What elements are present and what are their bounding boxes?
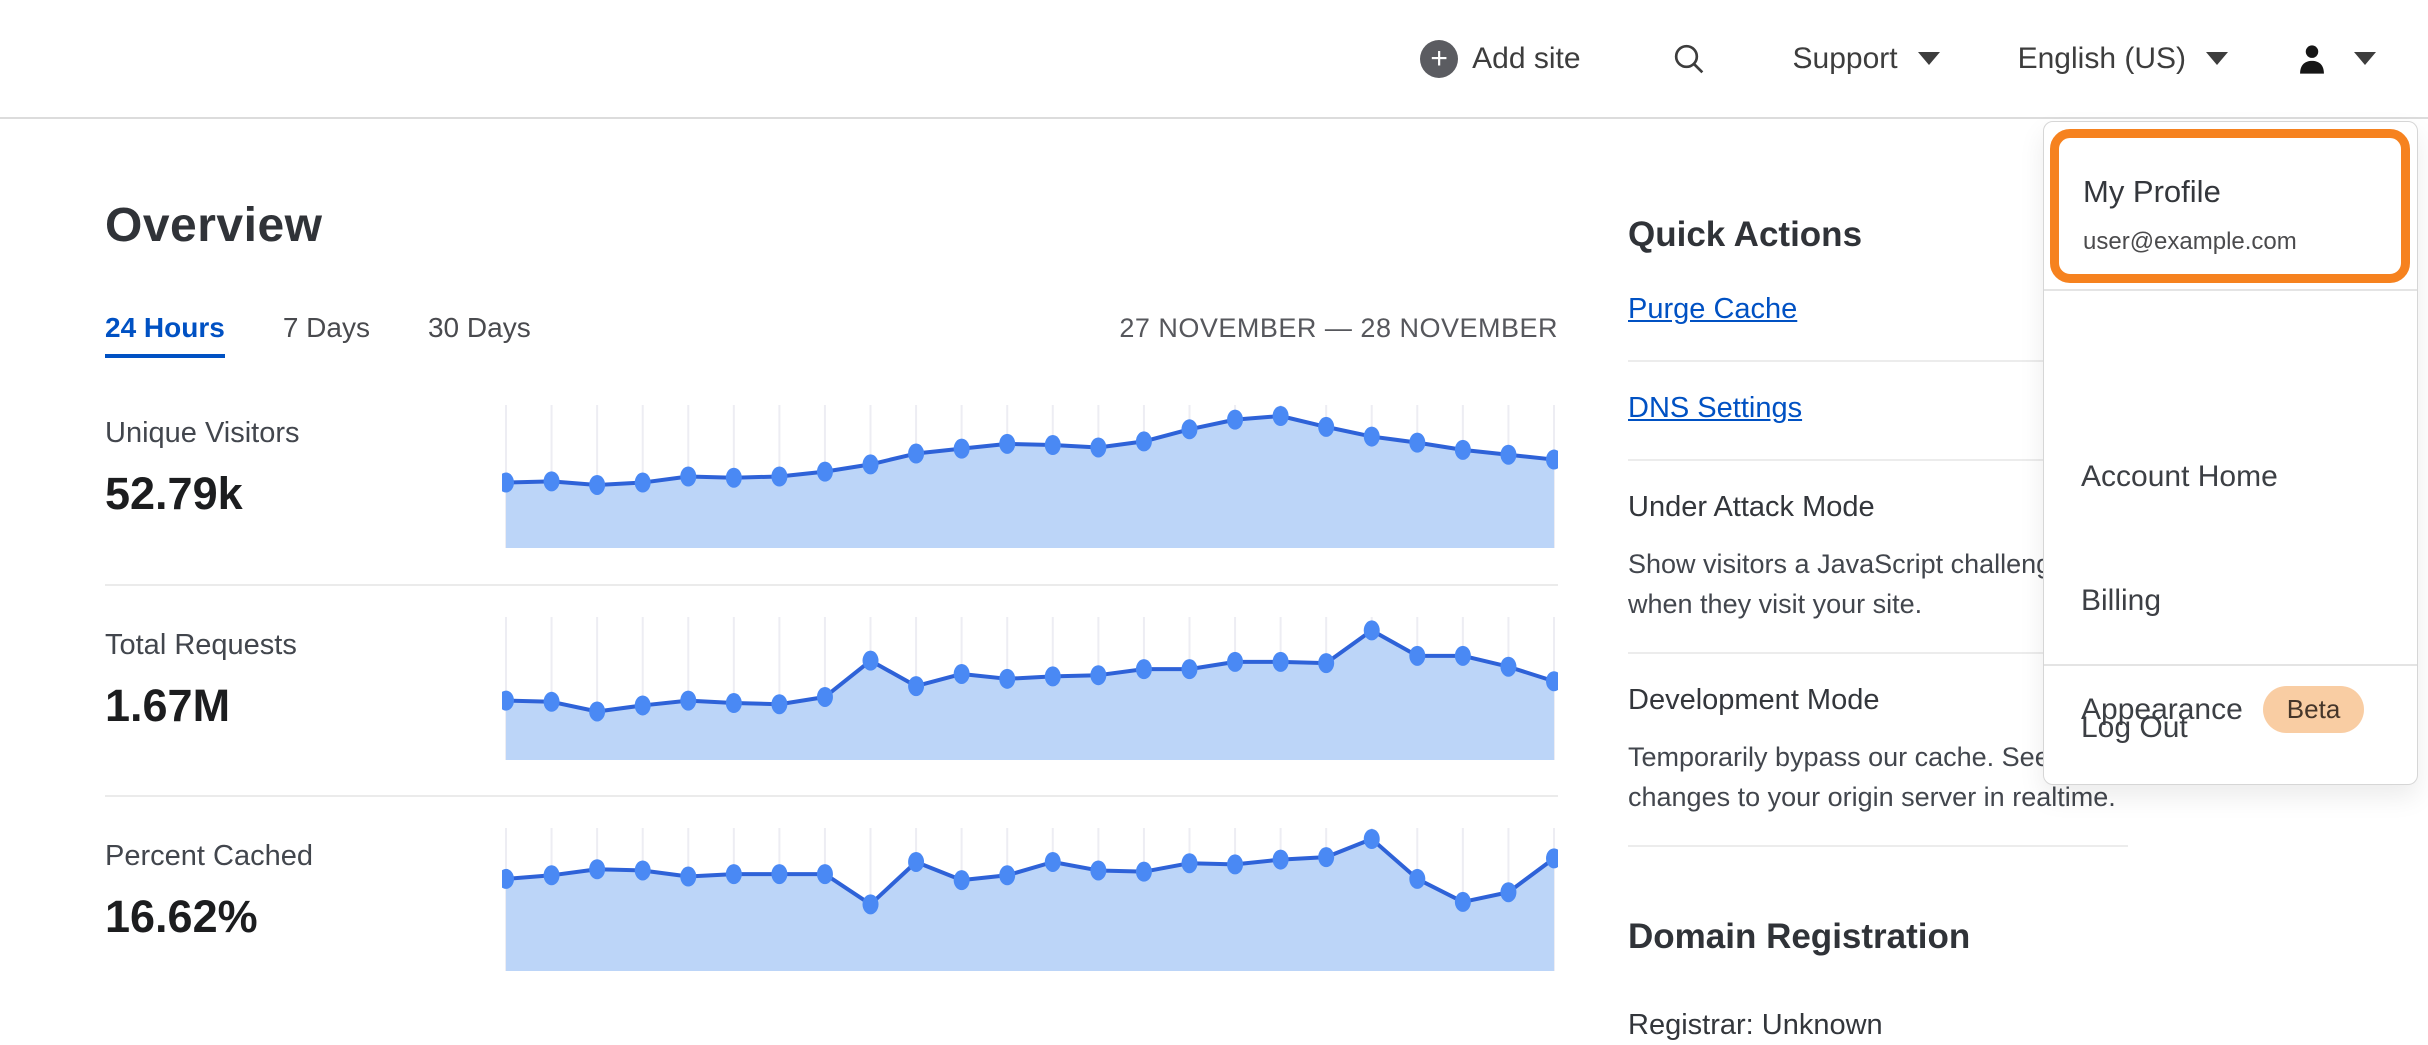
quick-action-purge-cache: Purge Cache — [1628, 255, 2128, 362]
user-avatar-icon — [2290, 37, 2334, 81]
development-mode-description: Temporarily bypass our cache. See change… — [1628, 737, 2128, 817]
plus-circle-icon: + — [1420, 39, 1459, 78]
highlight-annotation: My Profile user@example.com — [2050, 129, 2410, 283]
description-line: when they visit your site. — [1628, 589, 1923, 619]
tab-30-days[interactable]: 30 Days — [427, 312, 531, 343]
under-attack-mode-description: Show visitors a JavaScript challenge whe… — [1628, 544, 2128, 624]
search-button[interactable] — [1669, 39, 1709, 79]
time-range-tabs: 24 Hours 7 Days 30 Days 27 NOVEMBER — 28… — [105, 312, 1558, 358]
metric-row-total-requests: Total Requests 1.67M — [105, 617, 1562, 829]
under-attack-mode-item: Under Attack Mode Show visitors a JavaSc… — [1628, 461, 2128, 654]
menu-item-appearance[interactable]: Appearance Beta — [2081, 686, 2365, 733]
metrics-section: Unique Visitors 52.79k Total Requests 1.… — [105, 405, 1562, 1045]
metric-row-percent-cached: Percent Cached 16.62% — [105, 828, 1562, 1040]
metric-info: Percent Cached 16.62% — [105, 840, 502, 943]
appearance-label: Appearance — [2081, 692, 2243, 726]
unique-visitors-chart — [498, 405, 1562, 548]
tab-24-hours[interactable]: 24 Hours — [105, 312, 225, 358]
development-mode-item: Development Mode Temporarily bypass our … — [1628, 654, 2128, 847]
user-dropdown-menu: My Profile user@example.com Account Home… — [2043, 121, 2418, 785]
quick-actions-section: Quick Actions Purge Cache DNS Settings U… — [1628, 215, 2128, 1042]
registrar-label: Registrar: Unknown — [1628, 1009, 1883, 1041]
support-menu-button[interactable]: Support — [1793, 42, 1940, 76]
chevron-down-icon — [2206, 52, 2228, 65]
nav-items: + Add site Support English (US) — [1420, 0, 2376, 117]
development-mode-title: Development Mode — [1628, 684, 1880, 716]
add-site-label: Add site — [1472, 41, 1581, 75]
tab-7-days[interactable]: 7 Days — [282, 312, 370, 343]
support-label: Support — [1792, 41, 1898, 75]
my-profile-label: My Profile — [2083, 174, 2221, 209]
add-site-button[interactable]: + Add site — [1420, 39, 1581, 78]
quick-action-dns-settings: DNS Settings — [1628, 362, 2128, 461]
metric-row-unique-visitors: Unique Visitors 52.79k — [105, 405, 1562, 617]
top-nav: + Add site Support English (US) — [0, 0, 2428, 119]
metric-value: 1.67M — [105, 680, 231, 731]
divider — [2044, 664, 2417, 666]
metric-value: 52.79k — [105, 468, 243, 519]
language-label: English (US) — [2017, 41, 2186, 75]
my-profile-email: user@example.com — [2083, 228, 2297, 255]
page-title: Overview — [105, 199, 323, 252]
metric-info: Unique Visitors 52.79k — [105, 417, 502, 520]
quick-actions-title: Quick Actions — [1628, 215, 1863, 254]
metric-label: Percent Cached — [105, 840, 313, 872]
domain-registration-title: Domain Registration — [1628, 917, 1971, 956]
metric-label: Unique Visitors — [105, 417, 300, 449]
menu-item-billing[interactable]: Billing — [2081, 584, 2162, 617]
date-range-label: 27 NOVEMBER — 28 NOVEMBER — [1119, 313, 1558, 343]
description-line: changes to your origin server in realtim… — [1628, 782, 2116, 812]
metric-value: 16.62% — [105, 891, 258, 942]
account-menu-button[interactable] — [2290, 37, 2376, 81]
description-line: Temporarily bypass our cache. See — [1628, 742, 2050, 772]
divider — [2044, 289, 2417, 291]
search-icon — [1669, 39, 1709, 79]
divider — [105, 584, 1558, 586]
metric-info: Total Requests 1.67M — [105, 629, 502, 732]
chevron-down-icon — [2354, 52, 2376, 65]
chevron-down-icon — [1917, 52, 1940, 65]
language-menu-button[interactable]: English (US) — [2018, 42, 2228, 76]
description-line: Show visitors a JavaScript challenge — [1628, 549, 2067, 579]
purge-cache-link[interactable]: Purge Cache — [1628, 293, 1798, 325]
total-requests-chart — [498, 617, 1562, 760]
beta-badge: Beta — [2262, 686, 2365, 733]
divider — [105, 795, 1558, 797]
under-attack-mode-title: Under Attack Mode — [1628, 491, 1875, 523]
menu-item-my-profile[interactable]: My Profile user@example.com — [2083, 174, 2297, 256]
dns-settings-link[interactable]: DNS Settings — [1628, 392, 1803, 424]
metric-label: Total Requests — [105, 629, 297, 661]
menu-item-account-home[interactable]: Account Home — [2081, 460, 2278, 493]
menu-item-log-out[interactable]: Log Out — [2081, 711, 2188, 744]
percent-cached-chart — [498, 828, 1562, 971]
